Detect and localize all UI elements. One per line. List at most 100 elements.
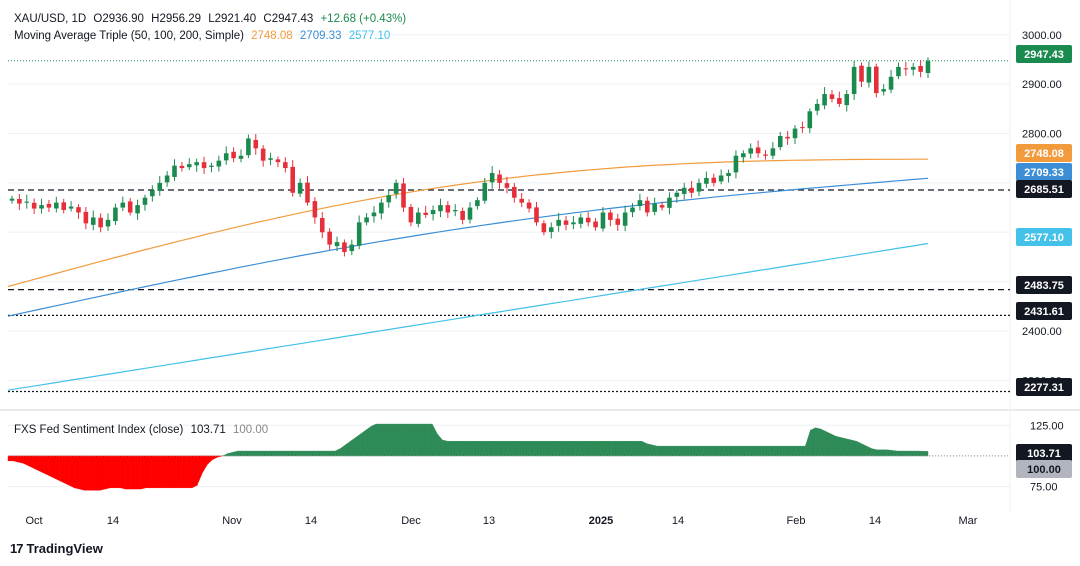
candle-body [475,200,480,207]
price-tick-label: 2800.00 [1022,129,1062,141]
sentiment-area-segment [120,455,126,490]
candle-body [238,155,244,159]
ma50-value: 2748.08 [251,30,293,42]
sentiment-area-segment [856,440,862,457]
sentiment-legend: FXS Fed Sentiment Index (close) 103.71 1… [14,424,272,436]
tradingview-logo[interactable]: 17 TradingView [10,541,103,556]
sentiment-area-segment [830,433,837,457]
axis-price-tag-box [1016,378,1072,396]
sentiment-area-segment [600,441,607,457]
candle-body [423,212,428,215]
candle-body [645,200,650,213]
candle-body [851,66,857,95]
candle-body [9,198,15,201]
sentiment-area-segment [820,428,826,457]
candle-body [275,159,281,163]
sentiment-area-segment [18,455,24,464]
sentiment-area-segment [125,455,131,490]
ma100-value: 2709.33 [299,30,342,42]
sentiment-area-segment [907,450,913,457]
candle-body [430,210,436,215]
candle-body [194,162,199,166]
sentiment-area-segment [345,440,351,457]
candle-body [31,202,37,209]
sentiment-area-segment [74,455,80,490]
sentiment-area-segment [28,455,34,469]
x-tick-label: 14 [107,515,119,527]
candle-body [910,66,916,70]
candle-body [408,206,414,223]
sentiment-area-segment [350,437,356,457]
sentiment-area-segment [728,445,734,457]
sentiment-area-segment [156,455,162,489]
sentiment-area-segment [585,441,591,457]
sentiment-area-segment [529,441,535,457]
candle-body [46,203,52,208]
sentiment-area-segment [130,455,136,490]
sentiment-area-segment [84,455,90,491]
sentiment-area-segment [64,455,70,486]
sentiment-area-segment [748,445,755,457]
sentiment-area-segment [570,441,576,457]
axis-sentiment-tag-box [1016,444,1072,462]
candle-body [142,197,148,205]
sentiment-tick-label: 125.00 [1030,420,1064,432]
sentiment-area-segment [493,441,499,457]
candle-body [785,136,790,139]
axis-price-tag: 2577.10 [1024,232,1064,244]
axis-price-tag-box [1016,163,1072,181]
sentiment-area-segment [283,450,290,457]
sentiment-area-segment [723,445,729,457]
axis-price-tag: 2947.43 [1024,49,1064,61]
sentiment-area-segment [329,450,336,457]
sentiment-area-segment [447,441,453,457]
sentiment-area-segment [708,445,714,457]
sentiment-area-segment [626,441,632,457]
candle-body [327,231,332,245]
axis-price-tag-box [1016,180,1072,198]
x-tick-label: Oct [25,515,42,527]
sentiment-area-segment [840,437,847,457]
sentiment-area-segment [273,450,280,457]
axis-baseline-tag: 100.00 [1027,464,1061,476]
candle-body [652,203,657,212]
candle-body [497,174,502,183]
sentiment-area-segment [738,445,745,457]
candle-body [268,158,273,160]
candle-body [667,197,672,208]
sentiment-area-segment [416,423,423,457]
candle-body [135,205,140,214]
sentiment-area-segment [253,450,259,457]
candle-body [519,198,524,203]
axis-price-tag: 2685.51 [1024,184,1064,196]
candle-body [379,202,384,214]
candle-body [401,183,406,208]
sentiment-area-segment [539,441,545,457]
candle-body [105,219,111,227]
x-tick-label: Mar [959,515,978,527]
candle-body [741,153,746,158]
close-value: C2947.43 [263,13,314,25]
sentiment-area-segment [33,455,39,471]
sentiment-area-segment [697,445,704,457]
sentiment-area-segment [743,445,750,457]
x-tick-label: 13 [483,515,495,527]
axis-price-tag: 2431.61 [1024,306,1064,318]
sentiment-area-segment [800,445,806,457]
sentiment-area-segment [846,438,852,457]
sentiment-area-segment [232,450,239,457]
low-value: L2921.40 [208,13,257,25]
sentiment-area-segment [104,455,111,490]
sentiment-area-segment [472,441,479,457]
candle-body [630,207,635,213]
sentiment-area-segment [79,455,85,491]
sentiment-area-segment [202,455,208,474]
sentiment-area-segment [94,455,101,491]
sentiment-area-segment [483,441,489,457]
sentiment-area-segment [43,455,50,476]
sentiment-area-segment [442,439,448,457]
candle-body [356,222,362,246]
sentiment-area-segment [631,441,637,457]
sentiment-area-segment [621,441,627,457]
high-value: H2956.29 [151,13,202,25]
